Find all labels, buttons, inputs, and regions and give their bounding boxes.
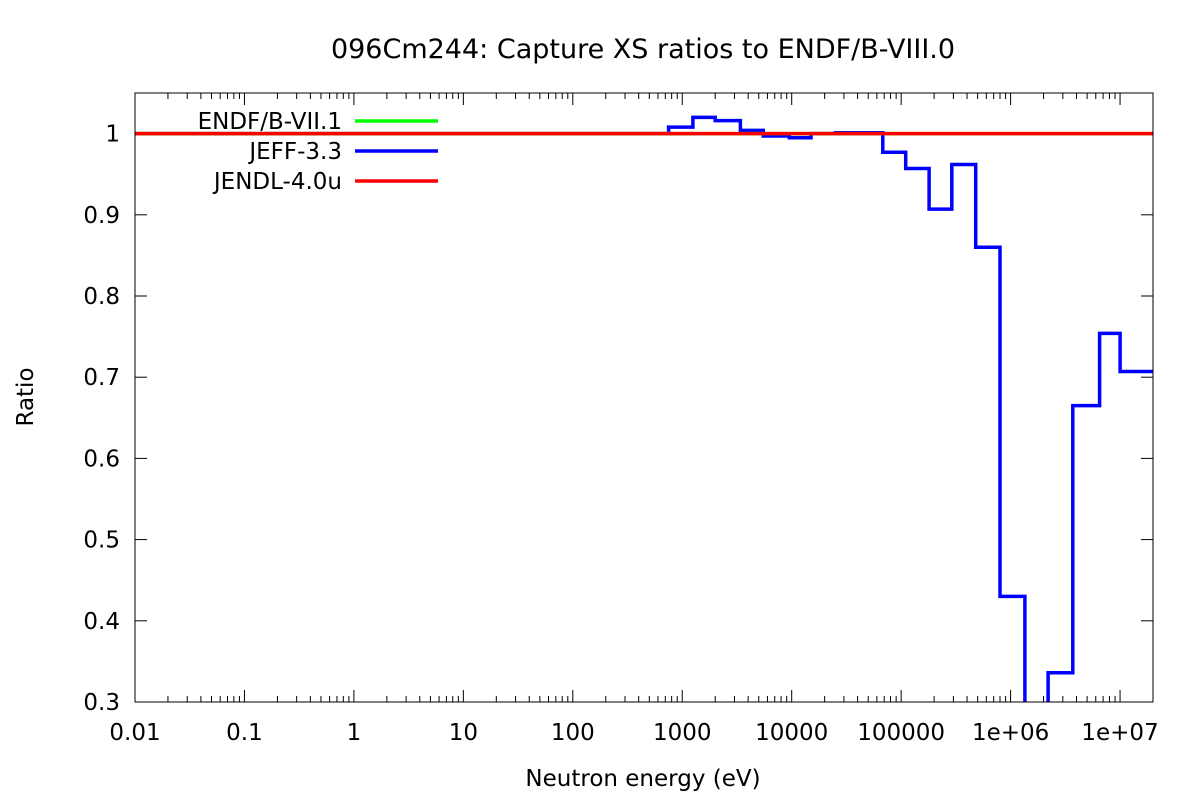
x-tick-label: 100 <box>551 720 595 746</box>
axis-ticks <box>134 93 1153 703</box>
y-tick-label: 0.3 <box>83 690 120 716</box>
x-tick-label: 1e+07 <box>1081 720 1158 746</box>
x-tick-label: 10 <box>449 720 478 746</box>
x-tick-label: 100000 <box>857 720 945 746</box>
legend-label-endf-b-vii-1: ENDF/B-VII.1 <box>198 109 342 135</box>
x-tick-label: 1e+06 <box>972 720 1049 746</box>
x-tick-label: 10000 <box>755 720 828 746</box>
legend: ENDF/B-VII.1 JEFF-3.3 JENDL-4.0u <box>198 109 438 195</box>
series-layer <box>135 115 1153 702</box>
y-tick-label: 0.7 <box>83 365 120 391</box>
y-tick-label: 0.9 <box>83 203 120 229</box>
x-tick-label: 1 <box>347 720 362 746</box>
y-tick-label: 1 <box>105 122 120 148</box>
x-tick-label: 1000 <box>653 720 712 746</box>
plot-frame <box>134 92 1154 703</box>
y-tick-label: 0.6 <box>83 446 120 472</box>
y-tick-label: 0.8 <box>83 284 120 310</box>
y-tick-label: 0.5 <box>83 528 120 554</box>
x-tick-label: 0.1 <box>226 720 263 746</box>
chart-title: 096Cm244: Capture XS ratios to ENDF/B-VI… <box>331 34 955 65</box>
y-tick-label: 0.4 <box>83 609 120 635</box>
legend-label-jendl-4-0u: JENDL-4.0u <box>212 169 342 195</box>
x-tick-label: 0.01 <box>109 720 160 746</box>
x-axis-label: Neutron energy (eV) <box>525 766 760 792</box>
series-line-jeff-3-3 <box>135 115 1153 702</box>
legend-label-jeff-3-3: JEFF-3.3 <box>247 139 342 165</box>
y-axis-label: Ratio <box>13 367 39 426</box>
axis-tick-labels: 0.01 0.1 1 10 100 1000 10000 100000 1e+06 1e+07 1 0… <box>83 122 1158 746</box>
